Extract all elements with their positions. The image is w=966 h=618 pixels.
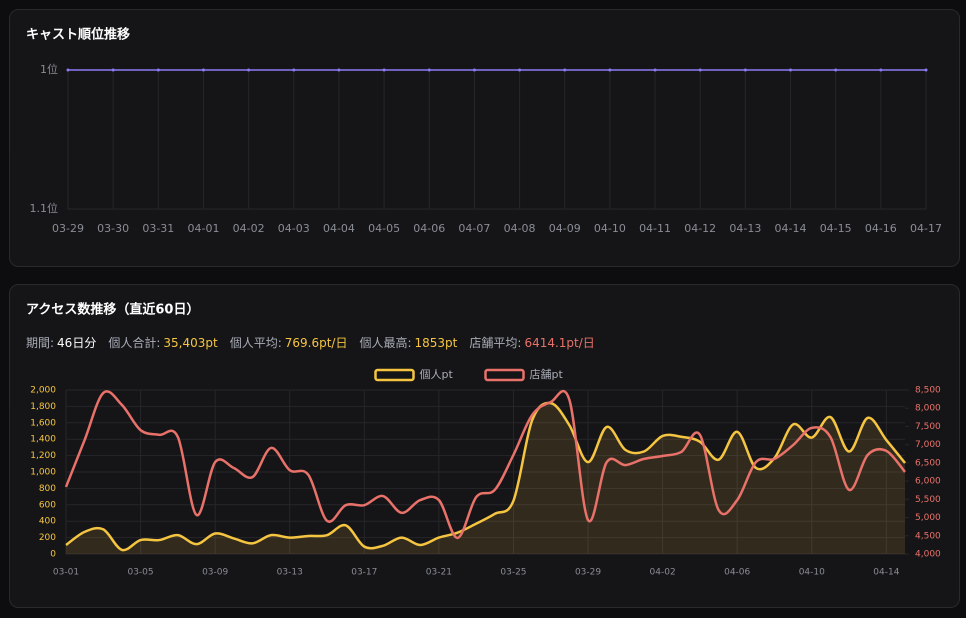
- y2-tick-label: 4,000: [915, 550, 941, 560]
- y-tick-label: 1,200: [30, 451, 56, 461]
- point: [834, 68, 838, 72]
- y2-tick-label: 6,500: [915, 458, 941, 468]
- line: [64, 389, 906, 540]
- line: [65, 401, 906, 552]
- y-tick-label: 600: [39, 500, 56, 510]
- y-tick-label: 2,000: [30, 386, 56, 396]
- x-tick-label: 04-17: [910, 222, 942, 235]
- x-tick-label: 04-13: [729, 222, 761, 235]
- x-tick-label: 04-02: [650, 568, 676, 578]
- x-tick-label: 03-05: [127, 568, 153, 578]
- point: [292, 68, 296, 72]
- x-tick-label: 04-05: [368, 222, 400, 235]
- x-tick-label: 03-31: [142, 222, 174, 235]
- y2-tick-label: 5,500: [915, 495, 941, 505]
- x-tick-label: 03-25: [500, 568, 526, 578]
- stat-label: 個人合計:: [108, 335, 160, 350]
- point: [427, 68, 431, 72]
- point: [472, 68, 476, 72]
- x-tick-label: 04-15: [820, 222, 852, 235]
- y-tick-label: 1位: [40, 62, 58, 76]
- x-tick-label: 04-12: [684, 222, 716, 235]
- stats-row: 期間: 46日分 個人合計: 35,403pt 個人平均: 769.6pt/日 個人最高: 1…: [26, 335, 595, 350]
- y-tick-label: 1.1位: [30, 201, 59, 215]
- card-title: アクセス数推移（直近60日）: [26, 302, 199, 318]
- point: [879, 68, 883, 72]
- y2-tick-label: 4,500: [915, 531, 941, 541]
- y-tick-label: 1,400: [30, 435, 56, 445]
- stat-value: 769.6pt/日: [285, 336, 348, 350]
- legend-swatch: [374, 368, 415, 382]
- x-tick-label: 04-08: [504, 222, 536, 235]
- x-tick-label: 04-09: [549, 222, 581, 235]
- y-tick-label: 0: [50, 550, 56, 560]
- y-tick-label: 1,600: [30, 418, 56, 428]
- x-tick-label: 03-29: [52, 222, 84, 235]
- y2-tick-label: 8,000: [915, 404, 941, 414]
- point: [608, 68, 612, 72]
- x-tick-label: 04-10: [594, 222, 626, 235]
- point: [382, 68, 386, 72]
- x-tick-label: 04-06: [413, 222, 445, 235]
- x-tick-label: 04-06: [724, 568, 750, 578]
- y2-tick-label: 7,000: [915, 440, 941, 450]
- y-tick-label: 200: [39, 533, 56, 543]
- y-tick-label: 1,000: [30, 468, 56, 478]
- x-tick-label: 03-29: [575, 568, 601, 578]
- card: [9, 284, 960, 608]
- stat-label: 個人平均:: [230, 336, 282, 350]
- x-tick-label: 04-03: [278, 222, 310, 235]
- x-tick-label: 04-07: [458, 222, 490, 235]
- y2-tick-label: 6,000: [915, 477, 941, 487]
- stat-label: 店舗平均:: [469, 336, 521, 350]
- stat-label: 期間:: [26, 336, 54, 350]
- point: [563, 68, 567, 72]
- y2-tick-label: 8,500: [915, 386, 941, 396]
- x-tick-label: 04-14: [775, 222, 807, 235]
- x-tick-label: 04-14: [873, 568, 899, 578]
- point: [156, 68, 160, 72]
- y-tick-label: 1,800: [30, 402, 56, 412]
- y-tick-label: 400: [39, 517, 56, 527]
- point: [111, 68, 115, 72]
- x-tick-label: 03-21: [426, 568, 452, 578]
- card-title: キャスト順位推移: [26, 27, 130, 43]
- point: [247, 68, 251, 72]
- x-tick-label: 03-13: [277, 568, 303, 578]
- point: [743, 68, 747, 72]
- card: [9, 9, 960, 267]
- x-tick-label: 04-02: [233, 222, 265, 235]
- point: [698, 68, 702, 72]
- stat-value: 46日分: [57, 336, 96, 350]
- stat-value: 6414.1pt/日: [524, 336, 594, 350]
- legend-swatch: [484, 368, 525, 382]
- point: [518, 68, 522, 72]
- legend-label: 店舗pt: [530, 367, 564, 381]
- x-tick-label: 04-16: [865, 222, 897, 235]
- y-tick-label: 800: [39, 484, 56, 494]
- point: [789, 68, 793, 72]
- stat-label: 個人最高:: [359, 335, 411, 350]
- point: [653, 68, 657, 72]
- stat-value: 1853pt: [415, 336, 458, 350]
- y2-tick-label: 5,000: [915, 513, 941, 523]
- stat-value: 35,403pt: [163, 336, 218, 350]
- x-tick-label: 04-01: [187, 222, 219, 235]
- y2-tick-label: 7,500: [915, 422, 941, 432]
- x-tick-label: 03-17: [351, 568, 377, 578]
- x-tick-label: 03-30: [97, 222, 129, 235]
- point: [337, 68, 341, 72]
- legend-label: 個人pt: [420, 368, 454, 381]
- point: [201, 68, 205, 72]
- x-tick-label: 03-01: [53, 568, 79, 578]
- x-tick-label: 04-11: [639, 222, 671, 235]
- x-tick-label: 04-10: [799, 568, 825, 578]
- point: [924, 68, 928, 72]
- x-tick-label: 03-09: [202, 568, 228, 578]
- point: [66, 68, 70, 72]
- x-tick-label: 04-04: [323, 222, 355, 235]
